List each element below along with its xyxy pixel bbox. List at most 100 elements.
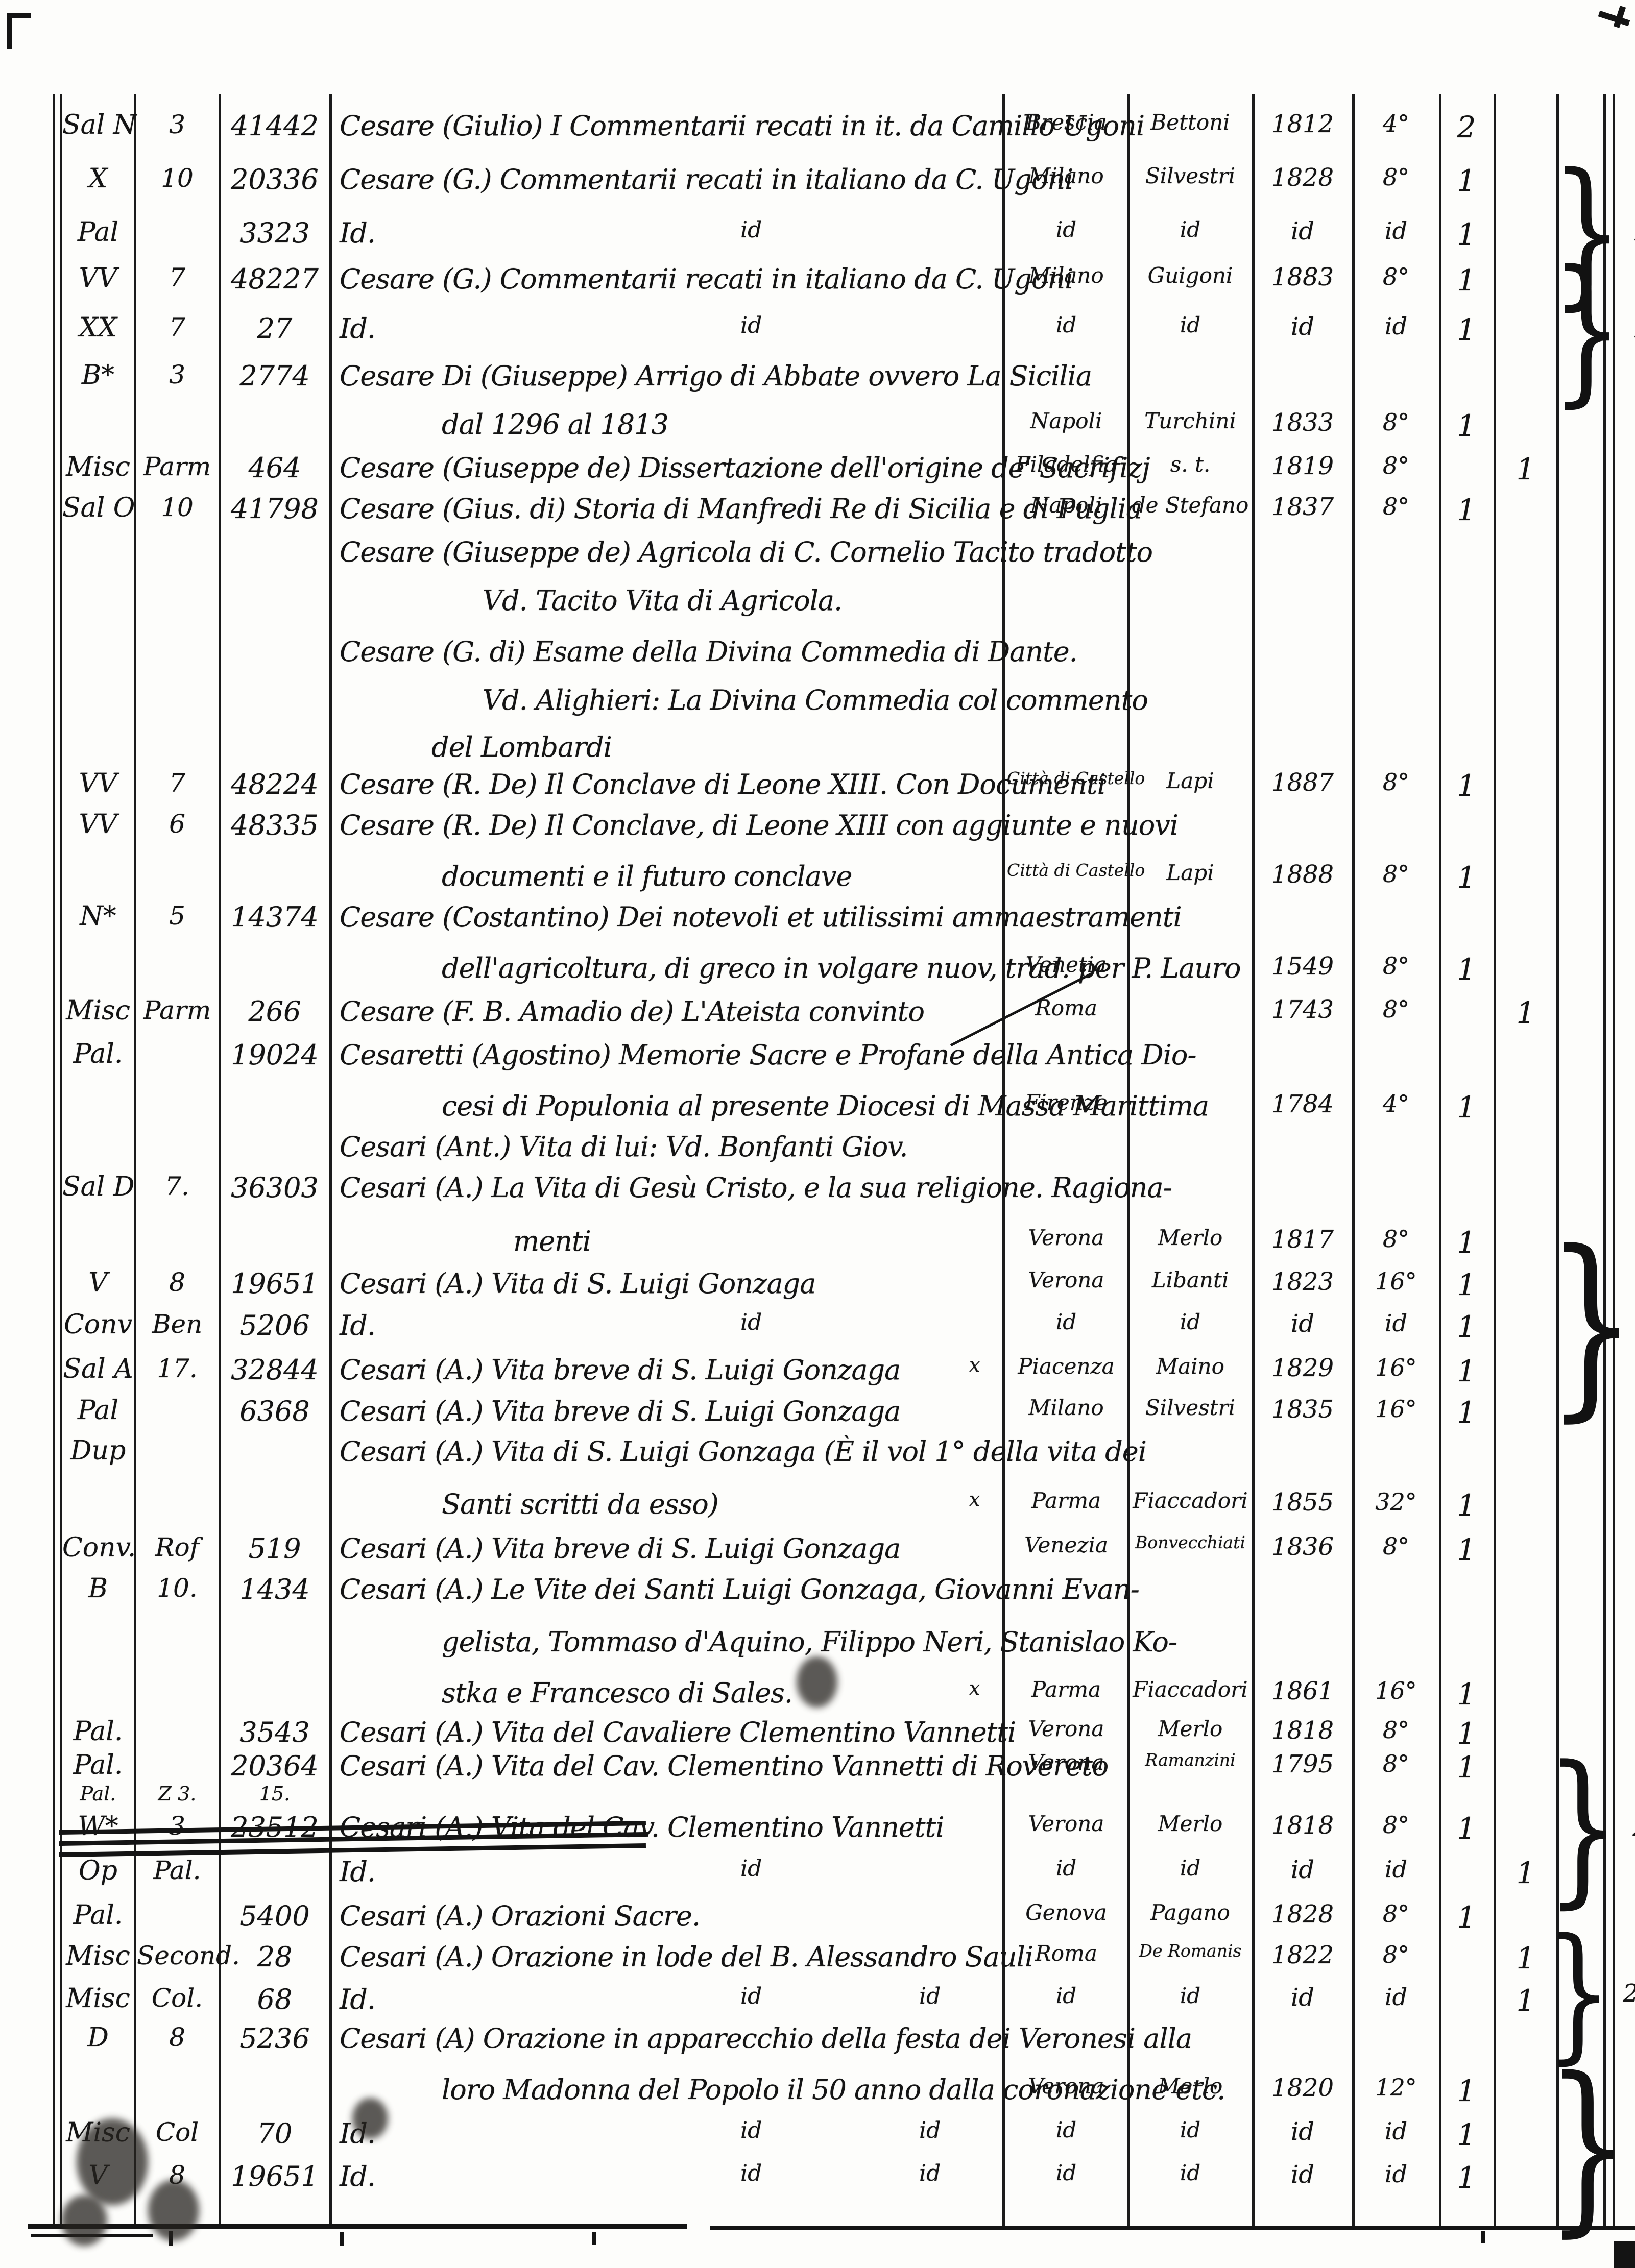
cell-location: Pal.: [73, 1750, 123, 1781]
cell-number: 28: [257, 1941, 293, 1973]
cell-series: 10: [161, 163, 194, 193]
cell-year: id: [1290, 2160, 1315, 2189]
cell-copies: 1: [1457, 1225, 1476, 1260]
cell-year: 1823: [1271, 1267, 1334, 1296]
ink-mark: [7, 13, 12, 49]
cell-year: 1828: [1271, 1900, 1334, 1929]
ink-mark: [7, 13, 31, 18]
cell-year: 1818: [1271, 1811, 1334, 1840]
cell-year: id: [1290, 312, 1315, 341]
cell-copies: 1: [1457, 768, 1476, 803]
cell-location: Pal.: [73, 1716, 123, 1747]
cell-entry: Santi scritti da esso): [442, 1488, 719, 1520]
cell-number: 1434: [239, 1573, 310, 1605]
cell-place: Verona: [1028, 1811, 1104, 1836]
cell-copies-2: 1: [1516, 452, 1535, 486]
cell-year: id: [1290, 1309, 1315, 1338]
cell-place: Città di Castello: [1007, 860, 1145, 880]
cell-number: 70: [257, 2117, 293, 2150]
cell-year: 1829: [1271, 1354, 1334, 1382]
cell-year: 1822: [1271, 1941, 1334, 1969]
cell-year: 1795: [1271, 1750, 1334, 1778]
cell-copies: 1: [1457, 1267, 1476, 1302]
cell-entry: Id.: [340, 2160, 376, 2192]
cell-number: 19651: [231, 2160, 319, 2192]
column-rule: [1494, 94, 1496, 2227]
cell-copies: 1: [1457, 263, 1476, 298]
cell-entry: Cesari (A.) Le Vite dei Santi Luigi Gonz…: [340, 1573, 1140, 1605]
check-mark: x: [969, 1677, 980, 1699]
cell-publisher: Lapi: [1166, 860, 1214, 885]
cell-series: 6: [169, 809, 185, 839]
cell-number: 519: [248, 1532, 301, 1565]
cell-year: id: [1290, 2117, 1315, 2146]
cell-location: Misc: [66, 1941, 130, 1971]
cell-entry: Cesari (A.) Orazione in lode del B. Ales…: [340, 1941, 1033, 1973]
cell-entry: Cesare (Giulio) I Commentarii recati in …: [340, 110, 1145, 142]
column-rule: [1439, 94, 1441, 2227]
cell-year: 1888: [1271, 860, 1334, 889]
cell-number: 19651: [231, 1267, 319, 1300]
cell-publisher: Libanti: [1151, 1267, 1229, 1292]
copies-note: }2 Esempl: [1541, 1226, 1635, 1424]
cell-series: 5: [169, 901, 185, 931]
cell-copies: 1: [1457, 1354, 1476, 1388]
cell-year: id: [1290, 1983, 1315, 2012]
cell-series: 8: [169, 2022, 185, 2052]
check-mark: x: [969, 1488, 980, 1510]
cell-series: Col.: [151, 1983, 203, 2013]
cell-entry: cesi di Populonia al presente Diocesi di…: [442, 1090, 1209, 1122]
cell-series: 7.: [165, 1172, 189, 1201]
cell-series: 10: [161, 493, 194, 522]
cell-location: Sal D: [62, 1172, 135, 1202]
cell-year: 1861: [1271, 1677, 1334, 1705]
cell-place: Milano: [1028, 263, 1104, 288]
cell-entry: stka e Francesco di Sales.: [442, 1677, 793, 1709]
cell-entry: Cesaretti (Agostino) Memorie Sacre e Pro…: [340, 1039, 1197, 1071]
cell-series: Parm: [143, 452, 211, 481]
cell-number: 5206: [239, 1309, 310, 1342]
column-rule: [1002, 94, 1005, 2227]
column-rule: [219, 94, 221, 2227]
cell-format: 4°: [1382, 1090, 1410, 1117]
cell-publisher: Merlo: [1158, 1225, 1223, 1250]
cell-entry: Cesare (R. De) Il Conclave, di Leone XII…: [340, 809, 1179, 841]
column-rule: [1556, 94, 1559, 2227]
cell-copies: 1: [1457, 163, 1476, 198]
cell-entry: Cesari (A.) Vita del Cav. Clementino Van…: [340, 1750, 1109, 1782]
ink-mark: [1614, 2241, 1635, 2268]
cell-publisher: Fiaccadori: [1133, 1488, 1248, 1513]
cell-format: 8°: [1382, 1900, 1410, 1928]
cell-series: 3: [169, 360, 185, 389]
cell-series: Z 3.: [158, 1783, 197, 1805]
cell-year: 1549: [1271, 952, 1334, 981]
cell-number: 5236: [239, 2022, 310, 2055]
cell-location: Pal.: [80, 1783, 116, 1805]
ink-mark: [1481, 2231, 1485, 2243]
cell-location: Pal: [77, 217, 119, 248]
cell-place: id: [1055, 2117, 1077, 2142]
cell-year: 1835: [1271, 1395, 1334, 1424]
cell-location: Pal: [77, 1395, 119, 1426]
cell-format: 8°: [1382, 768, 1410, 796]
cell-year: 1812: [1271, 110, 1334, 138]
cell-publisher: id: [1180, 2160, 1201, 2185]
cell-entry: Cesare (Costantino) Dei notevoli et util…: [340, 901, 1182, 933]
cell-format: 8°: [1382, 493, 1410, 520]
cell-location: Op: [79, 1856, 117, 1886]
cell-number: 3543: [239, 1716, 310, 1748]
cell-number: 2774: [239, 360, 310, 392]
cell-publisher: Bettoni: [1150, 110, 1230, 135]
cell-format: 32°: [1375, 1488, 1417, 1516]
ditto-mark: id: [740, 312, 762, 338]
cell-location: Sal A: [63, 1354, 133, 1384]
cell-location: W*: [78, 1811, 118, 1842]
cell-format: 8°: [1382, 995, 1410, 1023]
cell-copies-2: 1: [1516, 995, 1535, 1030]
cell-entry: Vd. Alighieri: La Divina Commedia col co…: [483, 684, 1148, 716]
cell-year: 1836: [1271, 1532, 1334, 1561]
cell-publisher: id: [1180, 217, 1201, 242]
cell-place: Venezia: [1024, 1532, 1108, 1557]
cell-format: id: [1384, 217, 1408, 245]
cell-year: 1855: [1271, 1488, 1334, 1517]
